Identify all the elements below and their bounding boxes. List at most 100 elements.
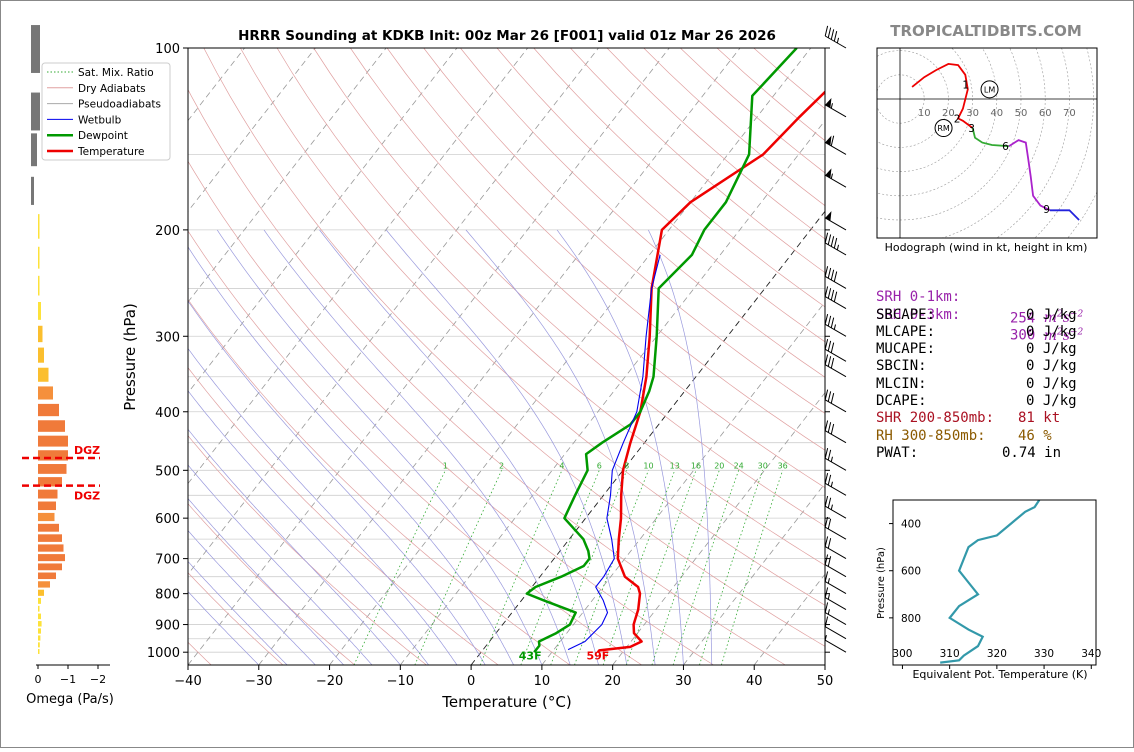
omega-bar	[38, 572, 56, 580]
dry-adiabat	[386, 48, 825, 451]
shr-value: 81 kt	[1018, 410, 1061, 427]
barb-staff	[824, 275, 847, 289]
dry-adiabat	[188, 435, 427, 665]
dry-adiabat	[188, 160, 714, 665]
wind-barb	[824, 495, 847, 519]
barb-half	[824, 635, 827, 641]
dry-adiabat	[188, 572, 284, 665]
barb-staff	[824, 323, 847, 337]
barb-half	[830, 481, 833, 487]
mixing-ratio-line	[672, 470, 740, 665]
barb-half	[830, 504, 833, 510]
barb-flag	[824, 495, 829, 507]
mixing-ratio-label: 30	[758, 461, 768, 470]
y-tick-label: 200	[155, 224, 180, 239]
y-tick-label: 800	[155, 588, 180, 603]
theta-e-frame	[892, 499, 1097, 666]
left-mover-marker	[980, 80, 999, 99]
dry-adiabat	[188, 367, 499, 665]
srh-unit: m2s−2	[1043, 326, 1084, 344]
wind-barb	[824, 354, 847, 378]
barb-staff	[824, 364, 847, 378]
omega-bar	[31, 25, 40, 73]
omega-bar	[38, 642, 40, 648]
dry-adiabat	[496, 48, 825, 343]
hodograph-height-label: 6	[1002, 141, 1009, 153]
pseudoadiabat	[188, 560, 288, 665]
omega-bar	[38, 523, 59, 532]
hodograph-height-label: 9	[1043, 204, 1050, 216]
barb-flag	[824, 232, 829, 244]
theta-x-tick-label: 320	[987, 648, 1007, 660]
barb-flag	[827, 288, 832, 299]
x-tick-label: −30	[245, 674, 272, 689]
omega-bar	[38, 501, 56, 511]
surface-temperature-label: 59F	[586, 650, 609, 663]
barb-half	[833, 324, 836, 330]
theta-x-tick-label: 340	[1081, 648, 1101, 660]
wind-barb	[824, 211, 847, 231]
omega-bar	[31, 92, 40, 131]
mixing-ratio-line	[626, 470, 697, 665]
wind-barb	[824, 616, 847, 640]
barb-flag	[824, 389, 829, 400]
legend-entry: Temperature	[77, 146, 145, 158]
hodograph-ring-label: 30	[966, 108, 979, 119]
barb-flag	[830, 236, 835, 247]
mixing-ratio-label: 2	[499, 461, 504, 470]
omega-bar	[38, 420, 65, 432]
barb-flag	[833, 30, 838, 42]
barb-flag	[830, 269, 835, 281]
mixing-ratio-line	[721, 470, 784, 665]
mixing-ratio-label: 1	[443, 461, 448, 470]
skewt-xlabel: Temperature (°C)	[441, 693, 571, 711]
omega-bar	[38, 246, 40, 269]
hodograph-height-label: 3	[968, 123, 975, 135]
pseudoadiabat	[188, 246, 514, 665]
barb-flag	[824, 448, 829, 459]
barb-half	[827, 594, 830, 600]
omega-bar	[38, 554, 65, 562]
barb-flag	[824, 536, 829, 547]
barb-half	[830, 103, 833, 109]
barb-flag	[827, 518, 832, 530]
chart-title: HRRR Sounding at KDKB Init: 00z Mar 26 […	[238, 28, 776, 44]
dgz-label: DGZ	[74, 490, 100, 503]
theta-e-trace-group	[940, 500, 1041, 664]
mucape-value: 0 J/kg	[1026, 341, 1077, 358]
omega-panel: 0 −1 −2 DGZ DGZ	[22, 25, 110, 686]
hodograph-ring-label: 50	[1015, 108, 1028, 119]
omega-bar	[38, 450, 68, 461]
barb-flag	[827, 497, 832, 509]
barb-staff	[824, 482, 847, 496]
mixing-ratio-label: 36	[778, 461, 788, 470]
omega-bar	[38, 589, 44, 596]
mixing-ratio-line	[574, 470, 649, 665]
omega-bar	[38, 628, 41, 634]
profile-dewpoint	[525, 48, 798, 653]
dry-adiabat	[240, 48, 825, 606]
omega-bar	[38, 581, 50, 588]
dry-adiabat	[460, 48, 825, 378]
mixing-ratio-label: 8	[624, 461, 629, 470]
barb-flag	[824, 554, 829, 565]
param-dcape: DCAPE: 0 J/kg	[876, 393, 1077, 410]
barb-flag	[824, 420, 829, 431]
mixing-ratio-label: 24	[734, 461, 744, 470]
omega-bar	[38, 347, 44, 363]
isotherm	[329, 48, 812, 665]
barb-staff	[824, 639, 847, 653]
isotherm	[188, 48, 599, 575]
barb-half	[836, 37, 840, 44]
y-tick-label: 600	[155, 512, 180, 527]
wind-barb	[824, 266, 847, 289]
legend-entry: Dry Adiabats	[78, 83, 146, 95]
wind-barb	[824, 98, 847, 118]
barb-staff	[824, 581, 847, 595]
legend-entry: Dewpoint	[78, 130, 128, 142]
omega-bar	[38, 386, 53, 400]
dry-adiabat	[188, 88, 786, 665]
profile-wetbulb	[567, 254, 661, 651]
omega-bar	[38, 435, 68, 447]
omega-bar	[38, 403, 59, 417]
